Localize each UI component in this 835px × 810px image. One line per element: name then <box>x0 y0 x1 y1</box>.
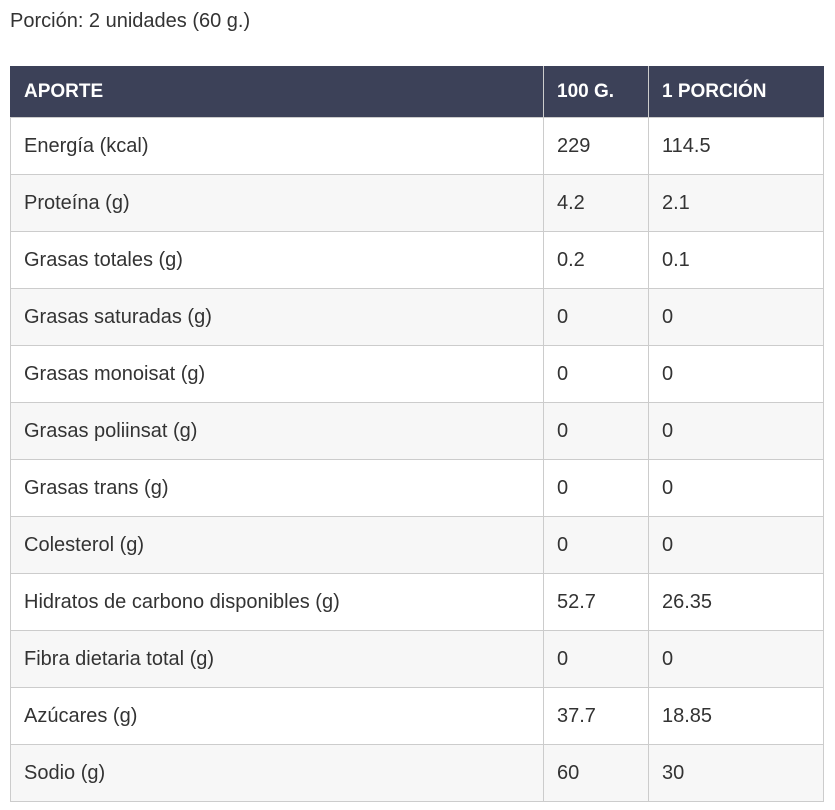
table-row: Hidratos de carbono disponibles (g) 52.7… <box>10 573 824 631</box>
nutrient-label: Colesterol (g) <box>10 516 544 574</box>
table-row: Sodio (g) 60 30 <box>10 744 824 802</box>
nutrient-label: Sodio (g) <box>10 744 544 802</box>
nutrient-label: Energía (kcal) <box>10 117 544 175</box>
table-row: Colesterol (g) 0 0 <box>10 516 824 574</box>
value-per-100g: 0 <box>543 402 649 460</box>
portion-caption: Porción: 2 unidades (60 g.) <box>10 10 251 32</box>
table-row: Grasas totales (g) 0.2 0.1 <box>10 231 824 289</box>
value-per-100g: 0 <box>543 630 649 688</box>
table-body: Energía (kcal) 229 114.5 Proteína (g) 4.… <box>10 117 824 802</box>
value-per-portion: 2.1 <box>648 174 824 232</box>
nutrient-label: Proteína (g) <box>10 174 544 232</box>
value-per-portion: 0 <box>648 288 824 346</box>
value-per-100g: 229 <box>543 117 649 175</box>
table-row: Grasas trans (g) 0 0 <box>10 459 824 517</box>
value-per-100g: 37.7 <box>543 687 649 745</box>
table-row: Fibra dietaria total (g) 0 0 <box>10 630 824 688</box>
nutrient-label: Azúcares (g) <box>10 687 544 745</box>
table-row: Energía (kcal) 229 114.5 <box>10 117 824 175</box>
value-per-portion: 114.5 <box>648 117 824 175</box>
nutrition-table: APORTE 100 G. 1 PORCIÓN Energía (kcal) 2… <box>10 66 824 802</box>
nutrient-label: Grasas saturadas (g) <box>10 288 544 346</box>
table-header: APORTE 100 G. 1 PORCIÓN <box>10 66 824 118</box>
value-per-100g: 0 <box>543 345 649 403</box>
nutrient-label: Grasas trans (g) <box>10 459 544 517</box>
value-per-portion: 30 <box>648 744 824 802</box>
nutrient-label: Grasas monoisat (g) <box>10 345 544 403</box>
nutrient-label: Fibra dietaria total (g) <box>10 630 544 688</box>
value-per-portion: 18.85 <box>648 687 824 745</box>
nutrient-label: Hidratos de carbono disponibles (g) <box>10 573 544 631</box>
table-row: Azúcares (g) 37.7 18.85 <box>10 687 824 745</box>
value-per-portion: 0 <box>648 459 824 517</box>
header-per-100g: 100 G. <box>543 66 649 118</box>
value-per-100g: 0 <box>543 459 649 517</box>
value-per-portion: 0 <box>648 345 824 403</box>
value-per-portion: 26.35 <box>648 573 824 631</box>
nutrient-label: Grasas poliinsat (g) <box>10 402 544 460</box>
table-row: Grasas monoisat (g) 0 0 <box>10 345 824 403</box>
table-row: Proteína (g) 4.2 2.1 <box>10 174 824 232</box>
value-per-portion: 0 <box>648 630 824 688</box>
table-row: Grasas poliinsat (g) 0 0 <box>10 402 824 460</box>
nutrient-label: Grasas totales (g) <box>10 231 544 289</box>
table-header-row: APORTE 100 G. 1 PORCIÓN <box>10 66 824 118</box>
value-per-100g: 0.2 <box>543 231 649 289</box>
value-per-100g: 0 <box>543 288 649 346</box>
header-nutrient: APORTE <box>10 66 544 118</box>
value-per-portion: 0.1 <box>648 231 824 289</box>
value-per-100g: 0 <box>543 516 649 574</box>
value-per-100g: 4.2 <box>543 174 649 232</box>
value-per-100g: 60 <box>543 744 649 802</box>
value-per-portion: 0 <box>648 516 824 574</box>
header-per-portion: 1 PORCIÓN <box>648 66 824 118</box>
table-row: Grasas saturadas (g) 0 0 <box>10 288 824 346</box>
value-per-portion: 0 <box>648 402 824 460</box>
value-per-100g: 52.7 <box>543 573 649 631</box>
